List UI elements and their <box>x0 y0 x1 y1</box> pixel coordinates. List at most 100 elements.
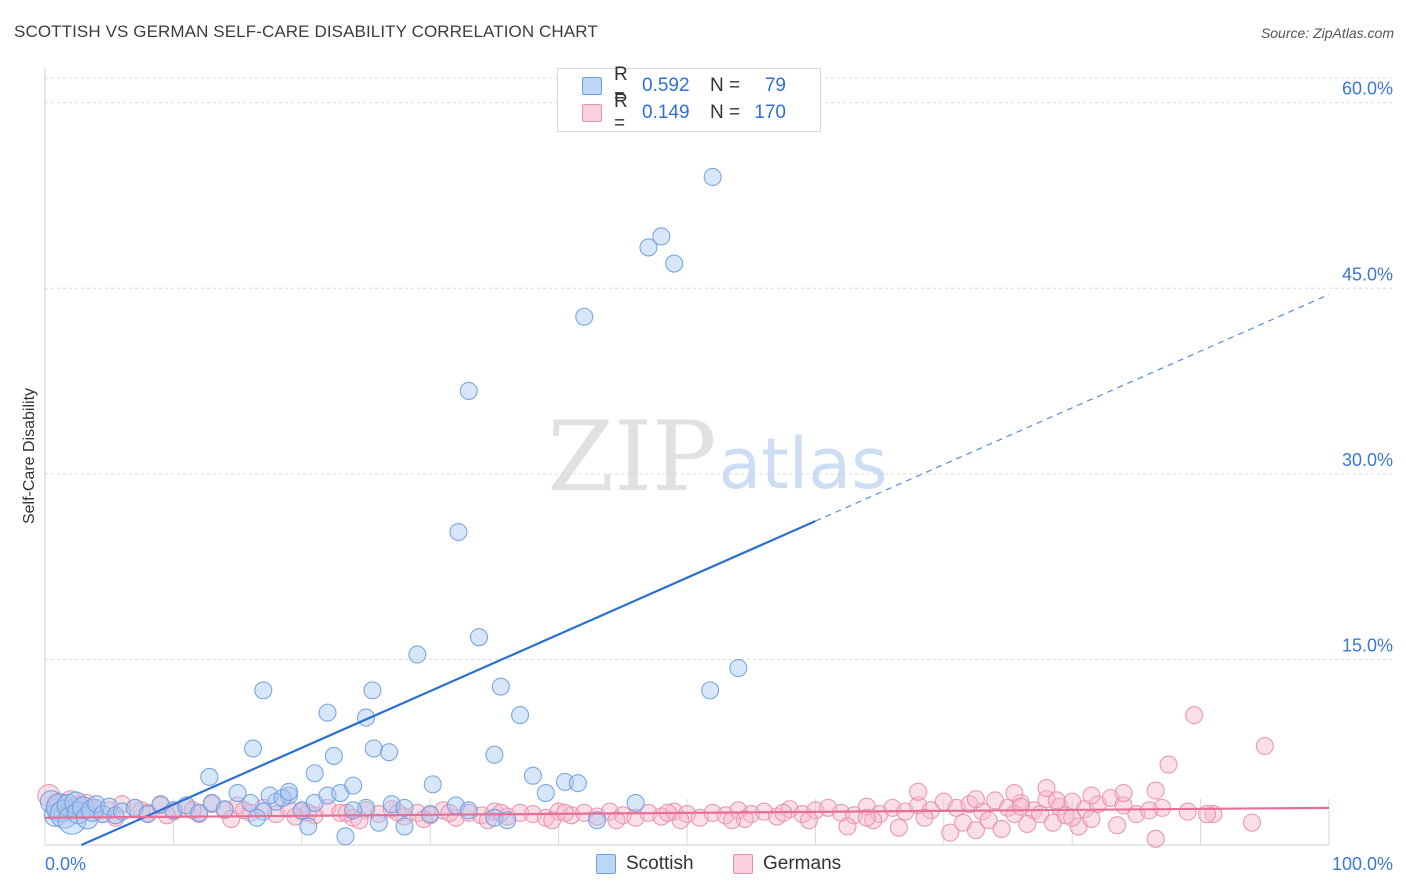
german-point <box>722 811 741 830</box>
scottish-point <box>364 739 383 758</box>
scottish-point <box>449 522 468 542</box>
source-label: Source: ZipAtlas.com <box>1260 25 1394 41</box>
y-tick-label: 30.0% <box>1342 450 1393 470</box>
germans-legend-swatch <box>733 854 753 874</box>
axes <box>44 68 1330 846</box>
tick-labels: 15.0% 30.0% 45.0% 60.0% 0.0% 100.0% <box>45 79 1393 874</box>
scottish-point <box>215 800 234 819</box>
scottish-point <box>395 817 414 836</box>
scottish-trend-extension <box>815 293 1330 522</box>
german-point <box>222 809 241 829</box>
scottish-point <box>459 801 478 820</box>
german-point <box>992 819 1011 838</box>
scottish-point <box>395 798 414 817</box>
scottish-point <box>588 811 607 830</box>
scottish-point <box>318 703 337 722</box>
germans-swatch <box>582 104 602 122</box>
legend-item-scottish[interactable]: Scottish <box>596 851 694 877</box>
scottish-point <box>626 793 645 812</box>
scottish-point <box>555 772 575 791</box>
scottish-point <box>380 743 399 762</box>
trend-lines <box>44 293 1330 847</box>
scottish-legend-swatch <box>596 854 616 874</box>
y-tick-label: 15.0% <box>1342 635 1393 655</box>
german-point <box>857 808 876 827</box>
scottish-point <box>254 681 273 700</box>
scottish-trend-line <box>81 520 816 847</box>
scottish-point <box>703 167 722 187</box>
germans-points <box>37 706 1274 848</box>
r-label: R = <box>614 91 628 134</box>
german-point <box>915 808 934 827</box>
german-point <box>1178 802 1197 821</box>
scottish-point <box>43 803 67 827</box>
german-point <box>1037 779 1056 798</box>
scottish-point <box>363 681 382 700</box>
r-label: R = <box>614 64 628 107</box>
scottish-point <box>279 782 299 801</box>
scottish-point <box>729 659 748 678</box>
german-point <box>440 803 459 822</box>
scottish-point <box>491 677 510 696</box>
n-value: 79 <box>764 75 786 96</box>
scottish-point <box>305 764 324 783</box>
watermark-atlas: atlas <box>718 423 887 505</box>
scottish-point <box>247 808 266 827</box>
germans-trend-line <box>44 806 1330 819</box>
x-tick-label-max: 100.0% <box>1332 854 1393 874</box>
german-point <box>1146 829 1165 848</box>
german-point <box>1018 814 1037 834</box>
german-point <box>1159 755 1178 774</box>
germans-legend-label: Germans <box>763 853 842 874</box>
german-point <box>909 782 928 801</box>
scottish-point <box>485 745 504 764</box>
scottish-legend-label: Scottish <box>626 853 694 874</box>
scottish-point <box>536 783 555 803</box>
german-point <box>1047 791 1066 810</box>
legend-row-germans: R = 0.149 N = 170 <box>582 91 786 134</box>
y-tick-label: 45.0% <box>1342 264 1393 284</box>
y-tick-label: 60.0% <box>1342 79 1393 99</box>
scottish-point <box>469 628 489 647</box>
german-point <box>1011 797 1030 816</box>
german-point <box>838 817 857 836</box>
correlation-legend: R = 0.592 N = 79 R = 0.149 N = 170 <box>557 64 821 134</box>
x-tick-label-min: 0.0% <box>45 854 86 874</box>
scottish-swatch <box>582 77 602 95</box>
scottish-point <box>665 254 684 273</box>
n-label: N = <box>710 102 741 123</box>
watermark-zip: ZIP <box>547 401 716 513</box>
grid-lines <box>45 77 1395 660</box>
scottish-point <box>568 774 587 793</box>
german-point <box>966 790 985 809</box>
scottish-point <box>498 811 517 830</box>
german-point <box>735 809 754 829</box>
german-point <box>1255 736 1274 756</box>
scottish-point <box>80 798 105 822</box>
r-value: 0.592 <box>642 75 690 96</box>
scottish-point <box>228 783 247 803</box>
legend-item-germans[interactable]: Germans <box>733 851 841 877</box>
scottish-point <box>652 227 671 246</box>
german-point <box>1108 816 1127 835</box>
german-point <box>941 823 960 842</box>
r-value: 0.149 <box>642 102 690 123</box>
scottish-point <box>200 767 219 787</box>
scottish-point <box>701 681 720 700</box>
german-point <box>1082 786 1101 805</box>
german-point <box>607 811 626 830</box>
german-point <box>1185 706 1204 725</box>
german-point <box>966 821 985 840</box>
german-point <box>1082 809 1101 829</box>
scottish-point <box>423 775 442 794</box>
german-point <box>979 811 998 830</box>
legend-row-scottish: R = 0.592 N = 79 <box>582 64 786 107</box>
n-label: N = <box>710 75 741 96</box>
scottish-point <box>575 307 594 326</box>
scottish-point <box>336 827 355 846</box>
n-value: 170 <box>754 102 786 123</box>
chart-title: SCOTTISH VS GERMAN SELF-CARE DISABILITY … <box>14 22 598 41</box>
german-point <box>1242 813 1262 832</box>
scottish-point <box>369 813 388 832</box>
